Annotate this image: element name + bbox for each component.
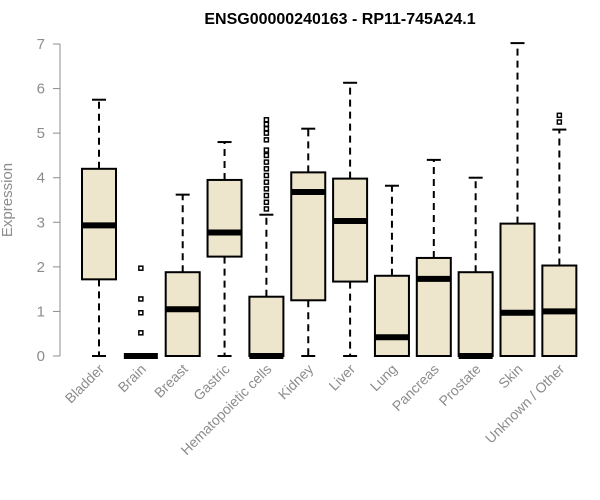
- box-group: [290, 127, 327, 357]
- x-tick-label: Liver: [325, 361, 358, 394]
- outlier-point: [263, 192, 270, 199]
- box-group: [457, 176, 494, 359]
- x-tick-label: Breast: [151, 361, 191, 401]
- box-iqr: [499, 222, 536, 357]
- outlier-point: [556, 112, 563, 119]
- x-tick-label: Prostate: [436, 361, 484, 409]
- x-tick-label: Pancreas: [389, 361, 442, 414]
- outlier-point: [556, 119, 563, 125]
- outlier-point: [263, 199, 270, 205]
- box-group: [332, 81, 369, 357]
- outlier-point: [138, 296, 144, 302]
- x-tick-label: Bladder: [62, 361, 108, 407]
- y-axis-label: Expression: [0, 163, 16, 237]
- outlier-point: [263, 159, 270, 165]
- box-group: [541, 112, 578, 357]
- outlier-point: [263, 179, 270, 185]
- outlier-point: [263, 147, 270, 153]
- box-group: [373, 184, 410, 357]
- outlier-point: [263, 206, 270, 212]
- outlier-point: [263, 152, 270, 159]
- box-group: [123, 265, 158, 359]
- box-iqr: [415, 256, 452, 358]
- outlier-point: [138, 330, 144, 336]
- box-group: [206, 141, 243, 357]
- x-tick-label: Skin: [495, 361, 526, 392]
- box-group: [164, 193, 201, 358]
- outlier-point: [263, 166, 270, 172]
- x-tick-label: Lung: [367, 361, 400, 394]
- outlier-point: [263, 137, 270, 143]
- x-tick-label: Kidney: [275, 361, 317, 403]
- y-tick-label: 0: [37, 348, 45, 365]
- y-tick-label: 1: [37, 303, 45, 320]
- outlier-point: [263, 130, 270, 136]
- y-tick-label: 3: [37, 214, 45, 231]
- x-tick-label: Unknown / Other: [482, 361, 568, 447]
- x-tick-label: Brain: [115, 361, 149, 395]
- y-axis-ticks: 0 1 2 3 4 5 6 7: [37, 36, 60, 365]
- outlier-point: [138, 265, 144, 271]
- box-group: [81, 98, 117, 357]
- box-series: [81, 42, 578, 359]
- y-tick-label: 7: [37, 36, 45, 53]
- outlier-point: [138, 310, 144, 316]
- outlier-point: [263, 186, 270, 192]
- y-tick-label: 4: [37, 170, 45, 187]
- y-tick-label: 5: [37, 125, 45, 142]
- box-group: [415, 158, 452, 358]
- box-iqr: [457, 271, 494, 358]
- box-iqr: [206, 178, 243, 258]
- box-group: [248, 117, 285, 359]
- chart-title: ENSG00000240163 - RP11-745A24.1: [204, 11, 475, 28]
- y-tick-label: 6: [37, 81, 45, 98]
- box-iqr: [332, 177, 369, 283]
- box-iqr: [248, 295, 285, 357]
- outlier-point: [263, 117, 270, 123]
- box-group: [499, 42, 536, 357]
- y-tick-label: 2: [37, 259, 45, 276]
- outlier-point: [263, 125, 270, 132]
- box-iqr: [373, 274, 410, 357]
- outlier-point: [263, 121, 270, 127]
- outlier-point: [263, 172, 270, 179]
- box-iqr: [164, 271, 201, 358]
